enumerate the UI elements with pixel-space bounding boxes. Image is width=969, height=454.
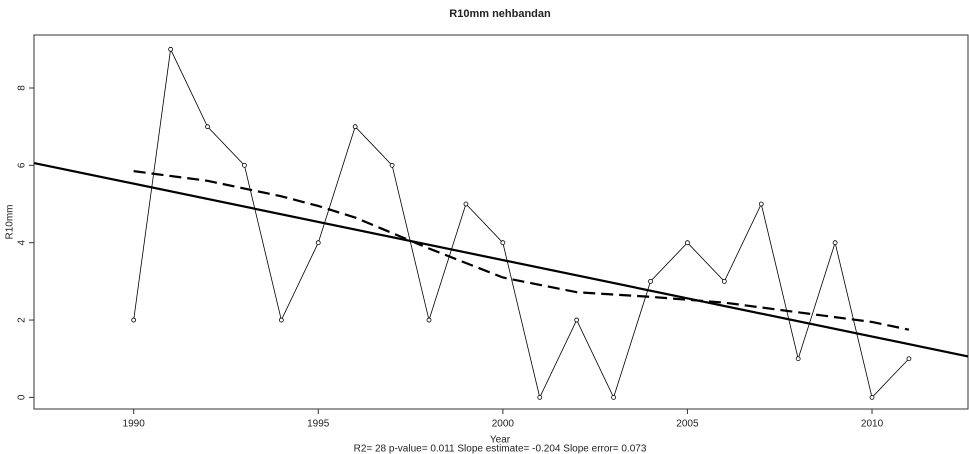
x-axis-label: Year — [490, 435, 511, 446]
data-point — [869, 394, 875, 400]
y-tick-label: 2 — [17, 317, 28, 323]
data-point — [648, 278, 653, 284]
y-tick-label: 4 — [17, 239, 28, 245]
data-point — [537, 394, 543, 400]
data-point — [721, 278, 727, 284]
data-point — [278, 317, 284, 323]
x-tick-label: 2005 — [676, 419, 699, 430]
y-tick-label: 8 — [17, 85, 28, 91]
data-point — [795, 356, 801, 362]
data-point — [426, 317, 432, 323]
x-tick-label: 1990 — [123, 419, 146, 430]
data-point — [352, 124, 358, 130]
chart-title: R10mm nehbandan — [449, 8, 551, 20]
plot-frame — [33, 34, 969, 410]
subtitle: R2= 28 p-value= 0.011 Slope estimate= -0… — [354, 444, 647, 454]
series-line — [33, 161, 969, 358]
x-tick-label: 1995 — [307, 419, 330, 430]
data-point — [758, 201, 764, 207]
data-point — [832, 240, 838, 246]
data-point — [463, 201, 469, 207]
data-point — [685, 240, 690, 246]
data-point — [906, 356, 912, 362]
series-line — [133, 170, 910, 331]
x-tick-label: 2010 — [861, 419, 884, 430]
y-axis-label: R10mm — [5, 204, 16, 239]
series-line — [133, 47, 910, 399]
data-point — [168, 46, 173, 52]
data-point — [574, 317, 580, 323]
x-tick-label: 2000 — [492, 419, 515, 430]
y-tick-label: 6 — [17, 162, 28, 168]
data-point — [242, 162, 247, 168]
data-point — [500, 240, 506, 246]
data-point — [389, 162, 395, 168]
data-point — [315, 240, 321, 246]
data-point — [611, 394, 616, 400]
y-tick-label: 0 — [17, 394, 28, 400]
data-point — [131, 317, 137, 323]
data-point — [205, 124, 210, 130]
